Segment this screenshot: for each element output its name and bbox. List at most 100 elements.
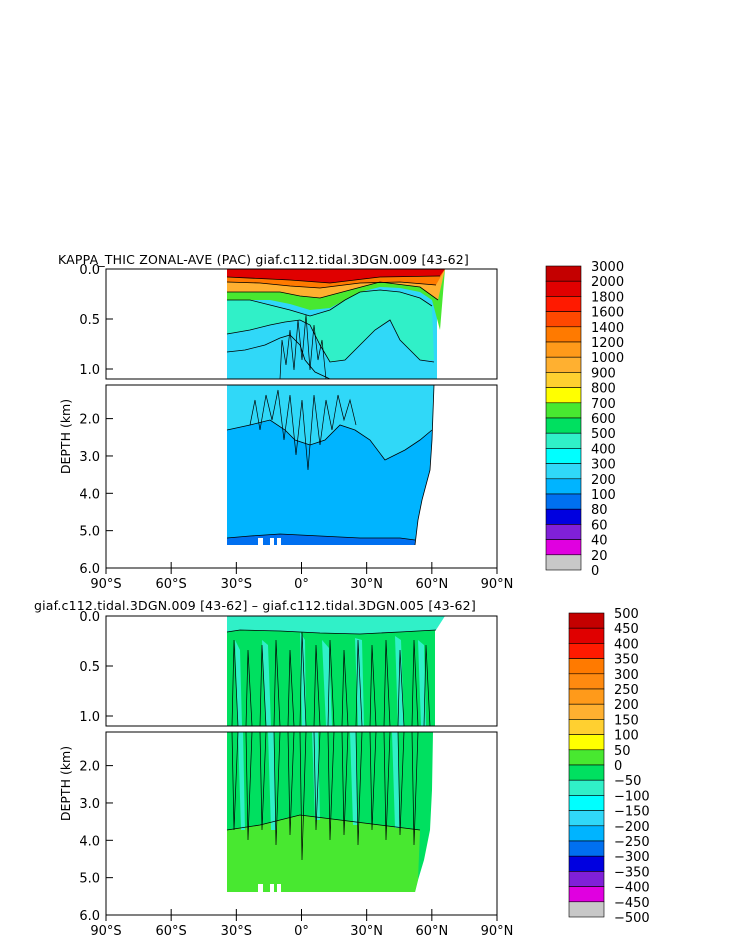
mid-band [227,290,434,362]
x-tick-label: 60°S [156,577,187,592]
y-tick-label: 6.0 [79,909,100,924]
colorbar-swatch [545,448,582,464]
colorbar-swatch [545,356,582,373]
y-tick-label: 4.0 [79,834,100,849]
colorbar-swatch [545,311,582,328]
panel-1-colorbar: 3000200018001600140012001000900800700600… [545,260,624,579]
panel-2-upper-frame [105,615,498,727]
colorbar-label: 0 [591,564,599,579]
mask-gap [270,884,274,893]
contour-line [226,814,421,831]
colorbar-label: 1200 [591,336,624,351]
y-tick-label: 1.0 [79,710,100,725]
colorbar-label: −350 [614,865,650,880]
colorbar-label: −300 [614,850,650,865]
x-tick-label: 90°S [90,577,121,592]
colorbar-label: −100 [614,789,650,804]
colorbar-label: 200 [591,473,616,488]
colorbar-swatch [545,508,582,525]
y-tick-label: 0.5 [79,660,100,675]
colorbar-swatch [568,658,605,675]
y-tick-label: 3.0 [79,797,100,812]
colorbar-swatch [568,688,605,705]
y-tick-label: 5.0 [79,525,100,540]
colorbar-label: 900 [591,366,616,381]
x-tick-label: 60°N [415,577,448,592]
x-tick-label: 60°N [415,924,448,939]
colorbar-label: 40 [591,534,608,549]
colorbar-label: 150 [614,713,639,728]
panel-1-title: KAPPA_THIC ZONAL-AVE (PAC) giaf.c112.tid… [58,252,469,267]
colorbar-label: 2000 [591,275,624,290]
y-tick-label: 2.0 [79,760,100,775]
panel-2-colorbar: 500450400350300250200150100500−50−100−15… [568,607,650,926]
x-tick-label: 30°S [221,924,252,939]
x-tick-label: 60°S [156,924,187,939]
colorbar-label: 0 [614,759,622,774]
colorbar-label: 20 [591,549,608,564]
colorbar-swatch [545,296,582,312]
colorbar-swatch [568,627,605,644]
colorbar-swatch [545,554,582,571]
colorbar-label: 200 [614,698,639,713]
colorbar-label: 1000 [591,351,624,366]
colorbar-swatch [545,387,582,404]
colorbar-label: 1400 [591,321,624,336]
contour-line [226,281,437,289]
colorbar-label: 3000 [591,260,624,275]
y-tick-label: 1.0 [79,363,100,378]
colorbar-label: 400 [591,442,616,457]
colorbar-swatch [568,840,605,857]
colorbar-swatch [568,855,605,872]
colorbar-swatch [545,372,582,388]
y-tick-label: 3.0 [79,450,100,465]
contour-line [231,732,419,861]
colorbar-swatch [568,612,605,629]
surface-band [227,616,445,634]
mask-gap [277,884,281,893]
colorbar-swatch [568,871,605,887]
colorbar-label: 300 [614,668,639,683]
colorbar-swatch [568,719,605,735]
colorbar-label: −50 [614,774,641,789]
panel-1-field [226,269,445,546]
colorbar-label: 400 [614,637,639,652]
y-tick-label: 0.0 [79,263,100,278]
colorbar-label: 1600 [591,306,624,321]
mask-gap [270,538,274,546]
contour-line [226,319,435,363]
colorbar-swatch [568,749,605,766]
x-tick-label: 90°N [481,577,514,592]
colorbar-swatch [568,643,605,659]
colorbar-swatch [545,280,582,297]
y-tick-label: 4.0 [79,487,100,502]
contour-line [226,419,433,461]
colorbar-swatch [568,795,605,811]
colorbar-swatch [568,703,605,720]
colorbar-label: 50 [614,744,631,759]
contour-line [414,385,435,546]
y-tick-label: 5.0 [79,872,100,887]
colorbar-label: 300 [591,458,616,473]
contour-line [227,281,439,301]
colorbar-label: 100 [614,729,639,744]
colorbar-label: 800 [591,382,616,397]
colorbar-label: 250 [614,683,639,698]
y-tick-label: 6.0 [79,562,100,577]
x-tick-label: 30°N [350,924,383,939]
colorbar-label: 100 [591,488,616,503]
x-tick-label: 90°S [90,924,121,939]
colorbar-swatch [545,265,582,282]
colorbar-swatch [545,524,582,540]
colorbar-label: 700 [591,397,616,412]
contour-line [227,289,433,317]
panel-1: KAPPA_THIC ZONAL-AVE (PAC) giaf.c112.tid… [58,252,624,592]
x-tick-label: 0° [294,924,309,939]
colorbar-label: 500 [591,427,616,442]
y-axis-label: DEPTH (km) [58,399,73,474]
x-tick-label: 30°S [221,577,252,592]
colorbar-swatch [545,478,582,495]
x-tick-label: 30°N [350,577,383,592]
colorbar-swatch [568,825,605,842]
